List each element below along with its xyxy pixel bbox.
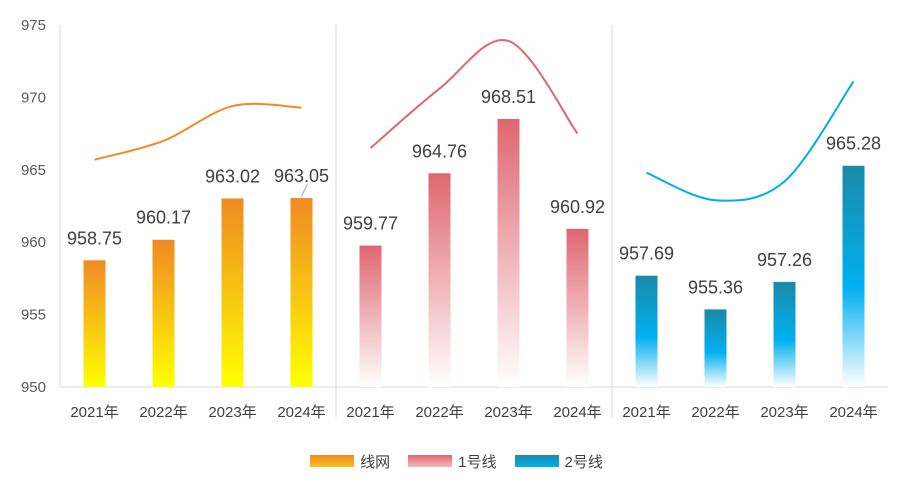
- data-label: 965.28: [826, 134, 881, 154]
- y-tick-label: 975: [21, 17, 46, 34]
- data-label: 960.92: [550, 197, 605, 217]
- data-label: 968.51: [481, 87, 536, 107]
- data-label: 960.17: [136, 208, 191, 228]
- data-label: 958.75: [67, 228, 122, 248]
- y-tick-label: 955: [21, 307, 46, 324]
- data-label: 964.76: [412, 141, 467, 161]
- bar[interactable]: [359, 245, 382, 387]
- x-tick-label: 2021年: [346, 404, 394, 421]
- y-tick-label: 960: [21, 234, 46, 251]
- x-tick-label: 2021年: [622, 404, 670, 421]
- trend-lines: [94, 38, 855, 202]
- bar[interactable]: [83, 260, 106, 387]
- x-tick-label: 2021年: [70, 404, 118, 421]
- legend: 线网 1号线 2号线: [0, 449, 913, 473]
- data-label: 963.02: [205, 166, 260, 186]
- bar[interactable]: [635, 275, 658, 387]
- x-tick-label: 2023年: [760, 404, 808, 421]
- x-tick-label: 2024年: [553, 404, 601, 421]
- bar[interactable]: [773, 281, 796, 387]
- legend-swatch-line1: [408, 455, 453, 467]
- label-leader-line: [301, 183, 308, 197]
- y-tick-label: 950: [21, 379, 46, 396]
- legend-swatch-line2: [514, 455, 559, 467]
- x-tick-label: 2023年: [484, 404, 532, 421]
- legend-item-line2[interactable]: 2号线: [514, 451, 603, 472]
- bar[interactable]: [566, 228, 589, 387]
- data-label: 963.05: [274, 166, 329, 186]
- data-labels: 958.75 960.17 963.02 963.05 959.77 964.76 968.…: [67, 87, 881, 297]
- legend-label-network: 线网: [360, 453, 391, 471]
- x-tick-label: 2023年: [208, 404, 256, 421]
- x-tick-label: 2022年: [139, 404, 187, 421]
- x-tick-label: 2024年: [277, 404, 325, 421]
- bar[interactable]: [221, 198, 244, 387]
- bar[interactable]: [842, 165, 865, 387]
- trend-line: [369, 38, 579, 149]
- bar[interactable]: [290, 198, 313, 387]
- bar[interactable]: [497, 118, 520, 388]
- bar[interactable]: [428, 173, 451, 387]
- data-label: 957.26: [757, 250, 812, 270]
- chart-canvas: 950 955 960 965 970 975 2021年 2022年 2023年 2024年 20…: [21, 17, 888, 421]
- legend-label-line2: 2号线: [564, 453, 603, 471]
- trend-line: [94, 102, 302, 161]
- data-label: 957.69: [619, 244, 674, 264]
- data-label: 959.77: [343, 214, 398, 234]
- legend-item-network[interactable]: 线网: [310, 451, 390, 472]
- legend-item-line1[interactable]: 1号线: [408, 451, 497, 472]
- legend-swatch-network: [310, 455, 355, 467]
- x-tick-label: 2022年: [415, 404, 463, 421]
- axes: 950 955 960 965 970 975 2021年 2022年 2023年 2024年 20…: [21, 17, 888, 421]
- bars: [83, 118, 865, 388]
- bar[interactable]: [152, 239, 175, 387]
- x-tick-label: 2022年: [691, 404, 739, 421]
- data-label: 955.36: [688, 277, 743, 297]
- bar[interactable]: [704, 309, 727, 387]
- y-tick-label: 970: [21, 89, 46, 106]
- y-tick-label: 965: [21, 162, 46, 179]
- trend-line: [646, 80, 855, 202]
- x-tick-label: 2024年: [829, 404, 877, 421]
- legend-label-line1: 1号线: [458, 453, 497, 471]
